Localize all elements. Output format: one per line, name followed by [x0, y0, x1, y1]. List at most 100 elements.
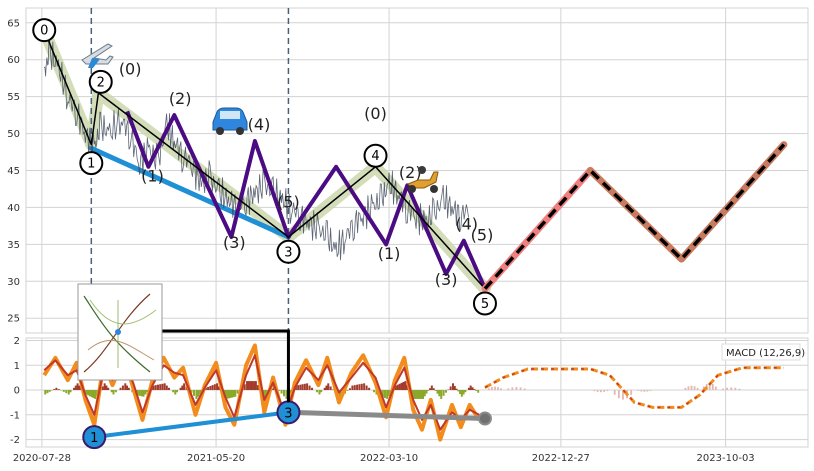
histogram-bar: [172, 390, 175, 393]
histogram-bar: [174, 390, 177, 395]
histogram-forecast-bar: [606, 390, 609, 392]
car-icon: [212, 107, 248, 135]
histogram-forecast-bar: [734, 387, 737, 391]
histogram-bar: [353, 385, 356, 391]
histogram-bar: [418, 390, 421, 399]
forecast-signal-line: [484, 366, 784, 409]
x-tick-label: 2022-12-27: [532, 453, 590, 464]
histogram-bar: [92, 390, 95, 399]
macd-support-label: 1: [90, 431, 98, 446]
histogram-bar: [225, 390, 228, 399]
histogram-forecast-bar: [637, 390, 640, 391]
price-panel: 253035404550556065(0)(1)(2)(3)(4)(5)(0)(…: [7, 7, 809, 447]
histogram-bar: [69, 390, 72, 393]
histogram-bar: [442, 390, 445, 396]
histogram-bar: [449, 386, 452, 391]
histogram-bar: [209, 386, 212, 391]
histogram-bar: [280, 390, 283, 394]
histogram-bar: [90, 390, 93, 398]
wave-label: (0): [364, 104, 387, 123]
histogram-forecast-bar: [515, 386, 518, 391]
macd-tick-label: 0: [14, 386, 20, 397]
histogram-bar: [57, 389, 60, 391]
histogram-bar: [434, 390, 437, 391]
histogram-forecast-bar: [596, 390, 599, 392]
histogram-bar: [365, 385, 368, 391]
price-tick-label: 40: [7, 203, 20, 214]
histogram-bar: [152, 385, 155, 391]
histogram-bar: [213, 384, 216, 391]
histogram-bar: [247, 381, 250, 391]
macd-tick-label: -1: [10, 410, 20, 421]
scooter-wheel: [430, 185, 438, 193]
histogram-bar: [306, 383, 309, 391]
wave-label: (3): [435, 270, 458, 289]
histogram-bar: [423, 390, 426, 397]
macd-legend: MACD (12,26,9): [721, 343, 805, 361]
histogram-bar: [46, 390, 49, 394]
price-tick-label: 50: [7, 129, 20, 140]
histogram-forecast-bar: [640, 390, 643, 392]
histogram-forecast-bar: [649, 390, 652, 391]
histogram-bar: [348, 388, 351, 391]
macd-support-circle: [82, 425, 107, 450]
x-tick-label: 2021-05-20: [187, 453, 245, 464]
histogram-bar: [323, 387, 326, 391]
macd-tick-label: 1: [14, 361, 20, 372]
histogram-bar: [294, 385, 297, 391]
histogram-forecast-bar: [622, 390, 624, 400]
histogram-bar: [315, 390, 318, 393]
histogram-forecast-bar: [630, 390, 633, 395]
histogram-bar: [351, 385, 354, 391]
histogram-bar: [154, 385, 157, 391]
histogram-bar: [462, 390, 465, 395]
histogram-bar: [475, 390, 478, 391]
wave-label: (2): [399, 163, 422, 182]
histogram-bar: [138, 390, 141, 396]
histogram-forecast-bar: [690, 385, 693, 391]
histogram-forecast-bar: [497, 387, 499, 391]
histogram-bar: [329, 386, 332, 391]
price-series: [43, 38, 469, 261]
scooter-rider-head: [418, 166, 426, 174]
histogram-bar: [107, 387, 110, 391]
histogram-bar: [460, 390, 463, 397]
histogram-forecast-bar: [730, 387, 733, 391]
x-tick-label: 2023-10-03: [697, 453, 755, 464]
inset-curve: [87, 340, 155, 361]
histogram-bar: [346, 390, 349, 391]
histogram-bar: [230, 390, 233, 398]
histogram-bar: [127, 387, 130, 391]
histogram-bar: [251, 381, 254, 391]
histogram-bar: [207, 386, 210, 391]
histogram-bar: [136, 390, 139, 396]
histogram-bar: [211, 385, 214, 391]
histogram-forecast-bar: [714, 386, 717, 391]
histogram-bar: [429, 388, 432, 391]
airplane-wing: [88, 58, 100, 68]
histogram-bar: [62, 390, 65, 392]
histogram-forecast-bar: [519, 387, 522, 391]
histogram-forecast-bar: [617, 390, 620, 399]
x-tick-label: 2020-07-28: [13, 453, 71, 464]
histogram-bar: [195, 390, 198, 399]
histogram-bar: [112, 390, 115, 395]
histogram-bar: [114, 390, 117, 393]
histogram-bar: [373, 390, 376, 393]
histogram-bar: [438, 390, 441, 397]
histogram-forecast-bar: [491, 387, 493, 391]
inset-thumbnail: [77, 283, 163, 381]
histogram-bar: [146, 390, 149, 393]
wave-label: (0): [119, 59, 142, 78]
histogram-bar: [325, 385, 328, 391]
histogram-bar: [383, 390, 386, 399]
wave-count-label: 1: [87, 157, 95, 172]
histogram-bar: [74, 385, 77, 391]
macd-gray-trend: [288, 409, 486, 421]
histogram-bar: [53, 389, 56, 391]
histogram-bar: [386, 390, 389, 399]
histogram-forecast-bar: [696, 387, 699, 391]
histogram-bar: [363, 383, 366, 391]
scooter-body: [407, 171, 439, 189]
